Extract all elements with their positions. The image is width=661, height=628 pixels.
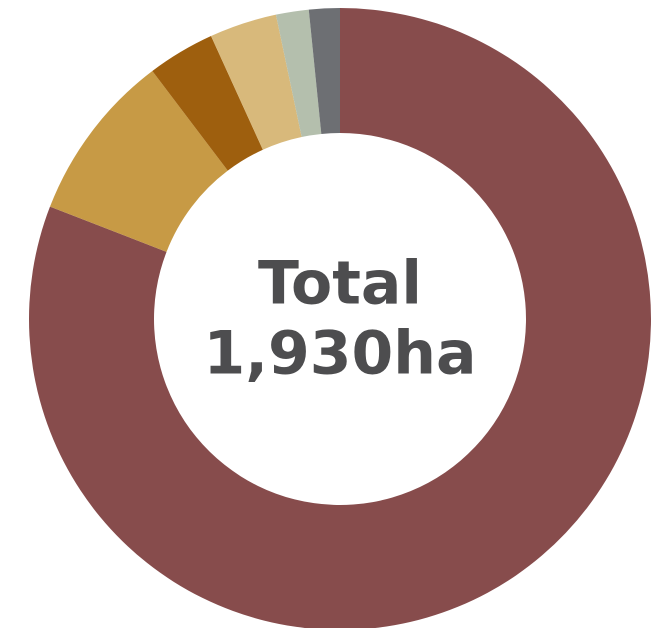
center-label: Total	[258, 249, 422, 319]
donut-slice	[29, 8, 651, 628]
donut-slice	[49, 71, 228, 252]
center-value: 1,930ha	[204, 319, 477, 389]
donut-slice	[275, 9, 322, 137]
donut-slice	[308, 8, 340, 134]
donut-slice	[211, 14, 302, 150]
donut-slice	[152, 36, 263, 171]
slices	[29, 8, 651, 628]
